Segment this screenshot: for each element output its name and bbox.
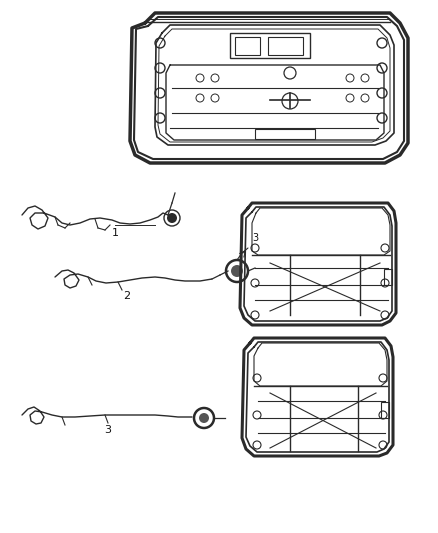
Bar [384,269,392,285]
Text: 1: 1 [112,228,119,238]
Bar [230,33,310,58]
Bar [255,129,315,139]
Text: 2: 2 [124,291,131,301]
Text: 3: 3 [105,425,112,435]
Circle shape [199,413,209,423]
Bar [235,37,260,55]
Text: 3: 3 [252,233,258,243]
Bar [268,37,303,55]
Bar [381,402,389,418]
Circle shape [231,265,243,277]
Circle shape [167,213,177,223]
